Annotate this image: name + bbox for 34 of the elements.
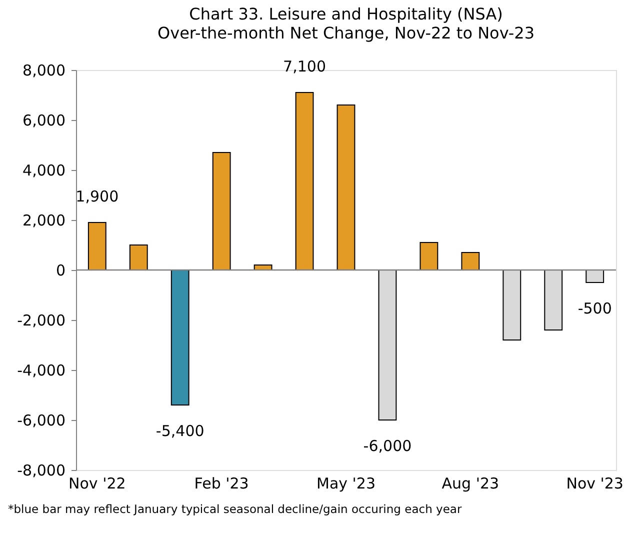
data-label: -500	[578, 300, 612, 318]
y-tick-label: 0	[56, 262, 66, 280]
bar	[502, 270, 522, 340]
data-label: -6,000	[363, 437, 412, 455]
data-label: -5,400	[156, 422, 204, 440]
bar	[586, 270, 604, 283]
y-tick-label: -2,000	[17, 312, 66, 330]
bar	[378, 270, 397, 420]
bar	[88, 222, 106, 270]
data-label: 1,900	[76, 188, 119, 206]
bar	[129, 244, 148, 270]
bar	[212, 152, 231, 270]
x-tick-label: Feb '23	[194, 474, 249, 492]
bar	[544, 270, 563, 330]
chart-subtitle: Over-the-month Net Change, Nov-22 to Nov-23	[158, 24, 534, 42]
y-tick-label: 8,000	[22, 62, 66, 80]
x-tick-label: Aug '23	[442, 474, 500, 492]
text: *blue bar may reflect January typical seasonal decline/gain occuring each year	[8, 502, 462, 516]
bar	[295, 92, 314, 270]
data-label: 7,100	[283, 58, 326, 76]
bar	[461, 252, 480, 270]
y-tick-label: 6,000	[22, 112, 66, 130]
x-tick-label: Nov '22	[68, 474, 126, 492]
y-tick-label: -8,000	[17, 462, 66, 480]
bar	[420, 242, 438, 270]
y-tick-label: -4,000	[17, 362, 66, 380]
bar	[170, 270, 190, 406]
x-tick-label: May '23	[316, 474, 376, 492]
chart-title: Chart 33. Leisure and Hospitality (NSA)	[189, 4, 503, 24]
bar	[336, 104, 356, 270]
y-tick-label: 2,000	[22, 212, 66, 230]
y-tick-label: -6,000	[17, 412, 66, 430]
y-tick-label: 4,000	[22, 162, 66, 180]
x-tick-label: Nov '23	[566, 474, 624, 492]
